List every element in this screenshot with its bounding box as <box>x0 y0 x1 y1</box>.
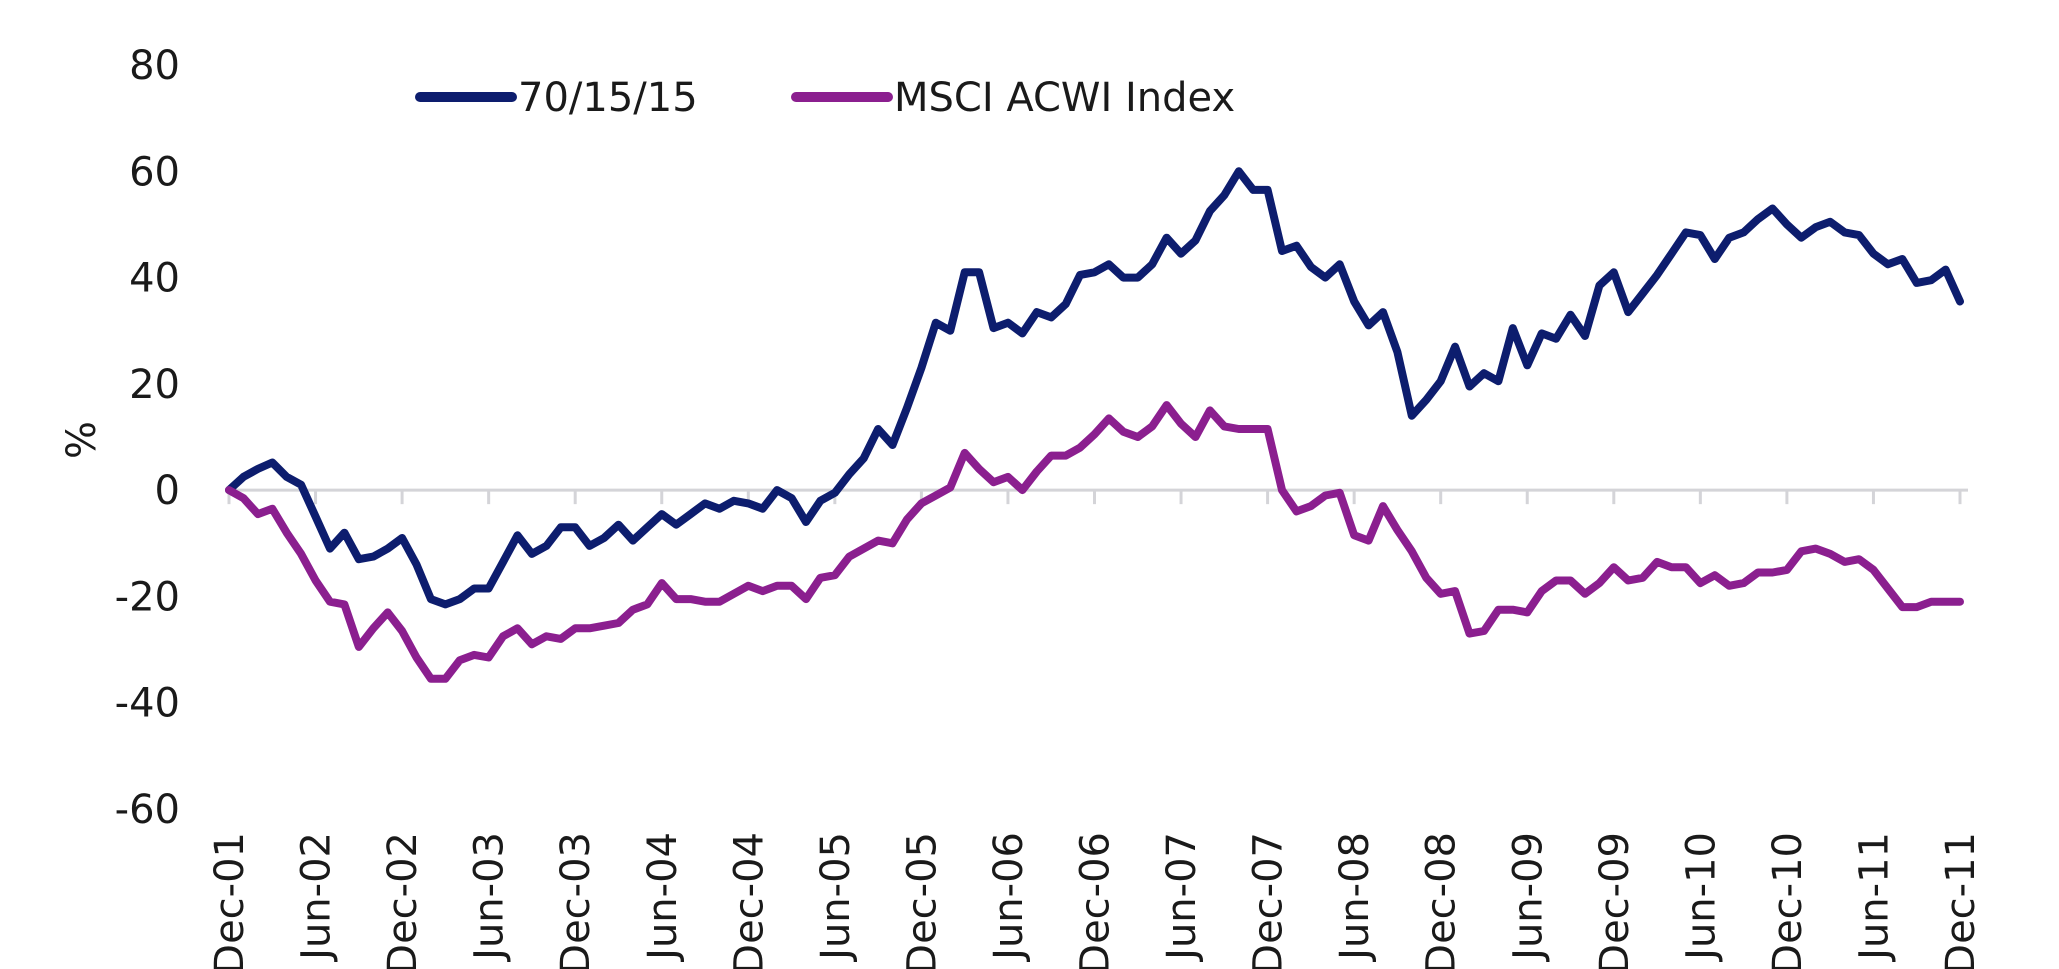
x-tick-label: Jun-10 <box>1678 832 1724 963</box>
x-tick-label: Dec-08 <box>1419 832 1465 969</box>
legend: 70/15/15 MSCI ACWI Index <box>415 75 1235 121</box>
y-axis-label: % <box>59 421 105 459</box>
x-tick-label: Jun-06 <box>986 832 1032 963</box>
x-tick-label: Dec-05 <box>899 832 945 969</box>
y-tick-label: 40 <box>129 256 180 302</box>
y-tick-label: 80 <box>129 43 180 89</box>
series-lines <box>225 167 1964 683</box>
y-tick-label: -40 <box>115 681 180 727</box>
x-tick-label: Jun-07 <box>1159 832 1205 963</box>
y-axis: 80 60 40 20 0 -20 -40 -60 <box>115 43 180 833</box>
y-tick-label: 20 <box>129 362 180 408</box>
x-tick-label: Dec-03 <box>553 832 599 969</box>
x-tick-label: Jun-04 <box>640 832 686 963</box>
legend-label-msci-acwi: MSCI ACWI Index <box>894 75 1235 121</box>
x-tick-label: Dec-10 <box>1765 832 1811 969</box>
legend-label-70-15-15: 70/15/15 <box>518 75 698 121</box>
x-tick-label: Jun-08 <box>1332 832 1378 963</box>
x-tick-label: Dec-09 <box>1592 832 1638 969</box>
series-line-70-15-15 <box>225 167 1964 609</box>
x-tick-label: Jun-02 <box>294 832 340 963</box>
x-axis: Dec-01 Jun-02 Dec-02 Jun-03 Dec-03 Jun-04 Dec-… <box>207 490 1984 969</box>
x-tick-label: Dec-01 <box>207 832 253 969</box>
x-tick-label: Jun-05 <box>813 832 859 963</box>
x-tick-label: Dec-04 <box>726 832 772 969</box>
x-tick-label: Dec-11 <box>1938 832 1984 969</box>
x-tick-label: Dec-07 <box>1246 832 1292 969</box>
y-tick-label: -20 <box>115 574 180 620</box>
y-tick-label: -60 <box>115 787 180 833</box>
x-tick-label: Jun-11 <box>1851 832 1897 963</box>
x-tick-label: Dec-06 <box>1073 832 1119 969</box>
x-tick-label: Jun-09 <box>1505 832 1551 963</box>
y-tick-label: 0 <box>155 468 180 514</box>
x-tick-label: Dec-02 <box>380 832 426 969</box>
x-tick-label: Jun-03 <box>467 832 513 963</box>
y-tick-label: 60 <box>129 149 180 195</box>
series-line-msci-acwi <box>225 401 1964 683</box>
